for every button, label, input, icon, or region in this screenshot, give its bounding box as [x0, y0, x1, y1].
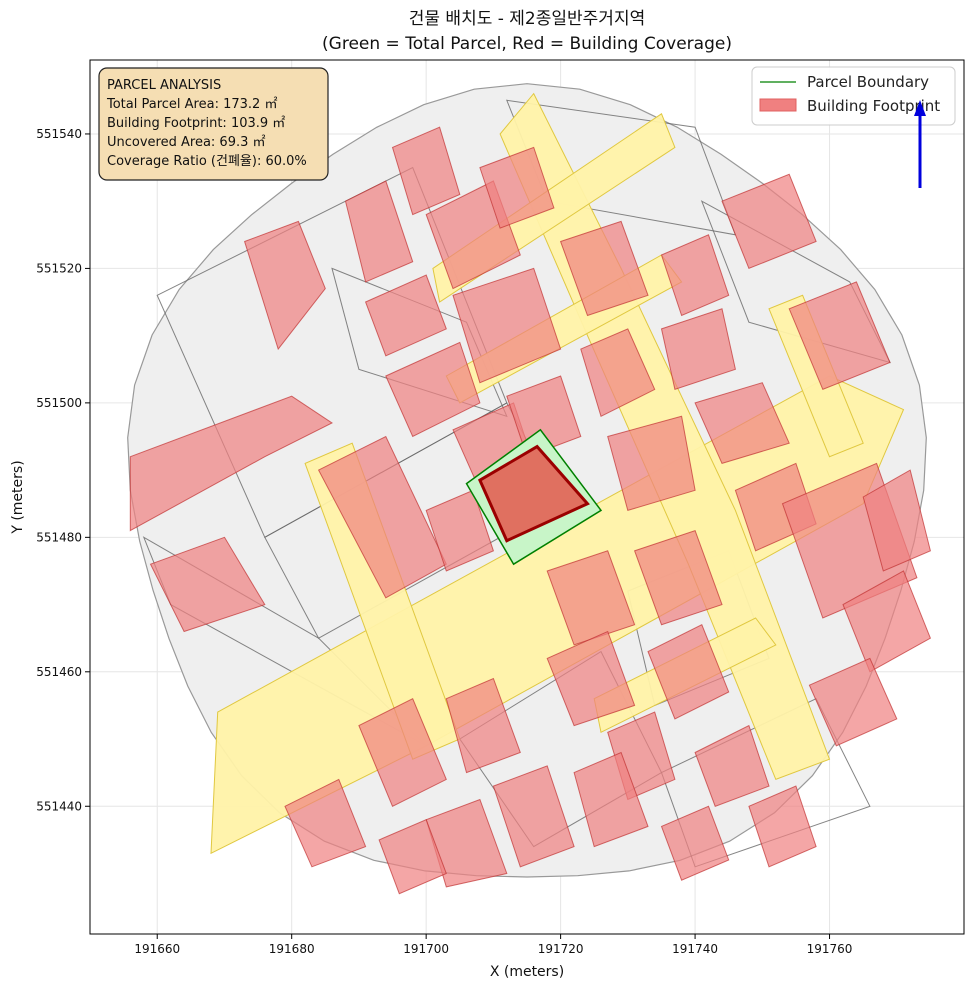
- building-footprint: [808, 657, 898, 747]
- building-footprint: [546, 630, 636, 727]
- building-footprint: [580, 328, 656, 418]
- y-tick-label: 551440: [36, 799, 82, 813]
- info-footprint: Building Footprint: 103.9 ㎡: [107, 116, 285, 131]
- legend-parcel-label: Parcel Boundary: [807, 73, 929, 91]
- x-tick-label: 191760: [807, 942, 853, 956]
- building-footprint: [344, 180, 414, 283]
- target-building-footprint: [477, 444, 590, 543]
- building-footprint: [284, 778, 367, 868]
- building-footprint: [660, 234, 730, 317]
- x-tick-label: 191720: [538, 942, 584, 956]
- y-tick-label: 551460: [36, 665, 82, 679]
- legend-building-label: Building Footprint: [807, 97, 940, 115]
- building-layer: [129, 126, 932, 895]
- building-footprint: [378, 819, 447, 895]
- building-footprint: [660, 805, 730, 881]
- y-tick-label: 551480: [36, 530, 82, 544]
- building-footprint: [129, 395, 333, 532]
- building-footprint: [694, 724, 770, 807]
- y-tick-label: 551500: [36, 396, 82, 410]
- x-tick-label: 191740: [672, 942, 718, 956]
- building-footprint: [445, 677, 521, 774]
- building-footprint: [633, 529, 723, 626]
- info-heading: PARCEL ANALYSIS: [107, 78, 221, 93]
- x-tick-label: 191660: [134, 942, 180, 956]
- building-footprint: [479, 146, 555, 229]
- x-tick-label: 191680: [269, 942, 315, 956]
- x-axis-label: X (meters): [490, 964, 564, 980]
- x-axis-ticks: 191660 191680 191700 191720 191740 191760: [134, 934, 852, 956]
- info-uncovered: Uncovered Area: 69.3 ㎡: [107, 135, 266, 150]
- building-footprint: [546, 550, 636, 646]
- y-axis-label: Y (meters): [10, 460, 26, 534]
- building-footprint: [607, 415, 696, 512]
- building-footprint: [391, 126, 461, 216]
- building-footprint: [492, 765, 575, 868]
- parcel-analysis-box: PARCEL ANALYSIS Total Parcel Area: 173.2…: [98, 67, 329, 181]
- building-footprint: [573, 751, 649, 848]
- building-footprint: [364, 274, 447, 357]
- building-footprint: [660, 308, 736, 391]
- legend: Parcel Boundary Building Footprint: [751, 66, 956, 126]
- building-footprint: [647, 624, 730, 720]
- building-footprint: [748, 785, 817, 868]
- map-plot-area: [90, 60, 964, 934]
- title-line-1: 건물 배치도 - 제2종일반주거지역: [409, 9, 645, 29]
- legend-box: [751, 66, 956, 126]
- building-footprint: [452, 267, 562, 384]
- building-footprint: [506, 375, 582, 458]
- y-tick-label: 551520: [36, 261, 82, 275]
- building-footprint: [425, 489, 495, 572]
- building-footprint: [788, 281, 891, 391]
- building-footprint: [385, 341, 481, 438]
- info-coverage-ratio: Coverage Ratio (건폐율): 60.0%: [107, 154, 307, 169]
- building-footprint: [149, 536, 266, 633]
- x-tick-label: 191700: [403, 942, 449, 956]
- y-axis-ticks: 551440 551460 551480 551500 551520 551540: [36, 127, 90, 813]
- building-footprint: [842, 570, 932, 673]
- plot-frame: [89, 59, 965, 935]
- legend-building-swatch: [759, 98, 797, 112]
- building-footprint: [862, 469, 931, 572]
- building-footprint: [358, 698, 447, 807]
- north-arrow-icon: [914, 100, 926, 188]
- building-footprint: [243, 220, 326, 351]
- info-total-area: Total Parcel Area: 173.2 ㎡: [106, 97, 277, 112]
- road-segment: [768, 294, 864, 458]
- building-footprint: [559, 220, 649, 317]
- title-line-2: (Green = Total Parcel, Red = Building Co…: [322, 34, 732, 54]
- y-tick-label: 551540: [36, 127, 82, 141]
- building-footprint: [721, 173, 817, 270]
- building-footprint: [694, 382, 790, 465]
- info-box-background: [98, 67, 329, 181]
